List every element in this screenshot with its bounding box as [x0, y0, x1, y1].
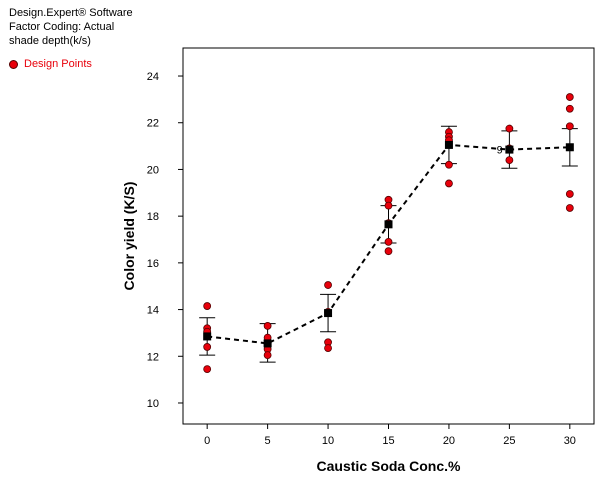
response-name: shade depth(k/s)	[9, 35, 91, 47]
design-point	[565, 122, 574, 131]
software-info: Design.Expert® Software Factor Coding: A…	[9, 6, 133, 48]
design-point	[505, 124, 514, 133]
design-point	[203, 343, 212, 351]
design-point	[384, 201, 393, 210]
x-tick-label: 20	[443, 435, 455, 447]
y-tick-label: 16	[147, 258, 159, 270]
design-point	[565, 104, 574, 113]
y-tick-label: 22	[147, 118, 159, 130]
axes: 0 5 10 15 20 25 30 10 12 14 16 18 20 22 24 Caustic Soda…	[121, 47, 595, 474]
design-point	[263, 322, 272, 330]
legend-label: Design Points	[24, 58, 92, 70]
design-point	[505, 156, 514, 164]
y-tick-label: 14	[147, 305, 159, 317]
design-point-legend-icon	[9, 59, 18, 69]
design-point	[565, 190, 574, 198]
design-point	[565, 93, 574, 101]
y-tick-label: 24	[147, 71, 159, 83]
x-tick-label: 25	[503, 435, 515, 447]
x-tick-label: 5	[265, 435, 271, 447]
mean-point	[505, 145, 514, 154]
factor-coding: Factor Coding: Actual	[9, 21, 115, 33]
design-point	[565, 204, 574, 212]
x-axis-label: Caustic Soda Conc.%	[317, 458, 461, 474]
y-tick-label: 12	[147, 351, 159, 363]
point-count-annotation: 9	[497, 145, 503, 157]
legend: Design Points	[9, 58, 92, 70]
design-point	[384, 247, 393, 256]
mean-point	[384, 220, 393, 229]
design-point	[263, 351, 272, 360]
x-tick-label: 30	[564, 435, 576, 447]
design-point	[324, 344, 332, 352]
design-point	[203, 365, 212, 374]
design-point	[324, 281, 332, 289]
design-point	[445, 179, 453, 188]
y-tick-label: 18	[147, 211, 159, 223]
mean-point	[203, 332, 212, 341]
marks: 9	[199, 93, 578, 374]
x-tick-label: 15	[382, 435, 394, 447]
y-tick-label: 20	[147, 164, 159, 176]
mean-point	[444, 140, 453, 149]
software-name: Design.Expert® Software	[9, 7, 133, 19]
y-axis-label: Color yield (K/S)	[121, 182, 137, 291]
mean-point	[324, 309, 333, 318]
y-tick-label: 10	[147, 398, 159, 410]
design-point	[445, 160, 453, 169]
design-point	[203, 302, 212, 310]
x-tick-label: 10	[322, 435, 334, 447]
mean-point	[565, 143, 574, 152]
design-point	[384, 237, 393, 246]
mean-point	[263, 339, 272, 348]
x-tick-label: 0	[204, 435, 210, 447]
